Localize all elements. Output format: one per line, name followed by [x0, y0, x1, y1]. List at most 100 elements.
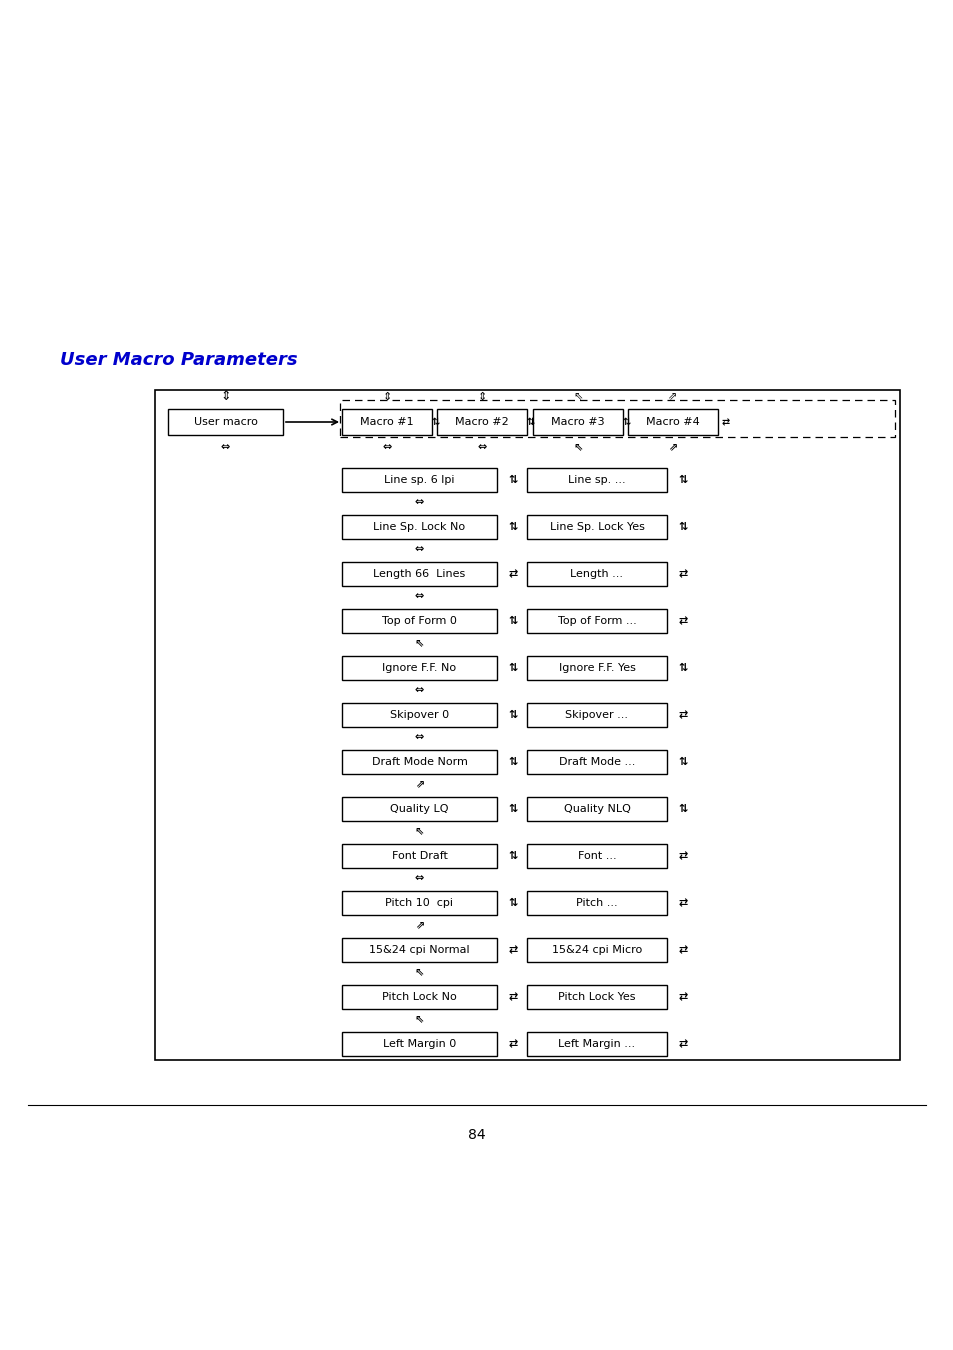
Text: Font Draft: Font Draft: [391, 850, 447, 861]
Text: ⇄: ⇄: [508, 568, 517, 579]
Text: Pitch Lock Yes: Pitch Lock Yes: [558, 992, 635, 1002]
Text: Line Sp. Lock Yes: Line Sp. Lock Yes: [549, 522, 644, 532]
Text: User Macro Parameters: User Macro Parameters: [60, 351, 297, 369]
Bar: [341, 409, 432, 435]
Text: ⇖: ⇖: [573, 392, 582, 402]
Text: ⇅: ⇅: [432, 417, 439, 427]
Bar: [341, 986, 497, 1008]
Text: ⇄: ⇄: [678, 992, 687, 1002]
Bar: [526, 891, 666, 915]
Text: Left Margin ...: Left Margin ...: [558, 1040, 635, 1049]
Text: Skipover 0: Skipover 0: [390, 710, 449, 720]
Text: Length ...: Length ...: [570, 568, 623, 579]
Text: ⇅: ⇅: [508, 522, 517, 532]
Text: Draft Mode Norm: Draft Mode Norm: [371, 757, 467, 767]
Bar: [341, 1031, 497, 1056]
Bar: [526, 1031, 666, 1056]
Text: ⇔: ⇔: [476, 441, 486, 452]
Bar: [436, 409, 526, 435]
Text: ⇖: ⇖: [415, 967, 424, 977]
Bar: [526, 609, 666, 633]
Bar: [154, 390, 899, 1060]
Text: ⇄: ⇄: [721, 417, 729, 427]
Text: ⇗: ⇗: [668, 392, 677, 402]
Bar: [341, 891, 497, 915]
Text: ⇄: ⇄: [678, 568, 687, 579]
Text: 15&24 cpi Micro: 15&24 cpi Micro: [551, 945, 641, 954]
Text: ⇅: ⇅: [678, 663, 687, 674]
Text: Line sp. ...: Line sp. ...: [568, 475, 625, 485]
Text: User macro: User macro: [193, 417, 257, 427]
Text: ⇖: ⇖: [415, 826, 424, 836]
Bar: [341, 468, 497, 491]
Text: Pitch 10  cpi: Pitch 10 cpi: [385, 898, 453, 909]
Text: Font ...: Font ...: [578, 850, 616, 861]
Text: ⇔: ⇔: [415, 732, 424, 742]
Text: ⇄: ⇄: [678, 945, 687, 954]
Text: ⇄: ⇄: [508, 945, 517, 954]
Text: ⇔: ⇔: [382, 441, 392, 452]
Bar: [341, 656, 497, 680]
Text: ⇄: ⇄: [508, 1040, 517, 1049]
Bar: [526, 656, 666, 680]
Text: ⇔: ⇔: [415, 497, 424, 508]
Bar: [339, 400, 894, 437]
Text: Line sp. 6 lpi: Line sp. 6 lpi: [384, 475, 455, 485]
Text: Pitch ...: Pitch ...: [576, 898, 618, 909]
Bar: [526, 703, 666, 728]
Text: ⇄: ⇄: [678, 710, 687, 720]
Bar: [526, 468, 666, 491]
Bar: [533, 409, 622, 435]
Text: 15&24 cpi Normal: 15&24 cpi Normal: [369, 945, 469, 954]
Text: ⇕: ⇕: [476, 392, 486, 402]
Text: Top of Form ...: Top of Form ...: [558, 616, 636, 626]
Text: ⇄: ⇄: [678, 850, 687, 861]
Text: Pitch Lock No: Pitch Lock No: [382, 992, 456, 1002]
Text: ⇔: ⇔: [415, 591, 424, 601]
Text: ⇅: ⇅: [508, 898, 517, 909]
Text: ⇗: ⇗: [415, 779, 424, 788]
Bar: [526, 986, 666, 1008]
Text: Quality NLQ: Quality NLQ: [563, 805, 630, 814]
Text: ⇔: ⇔: [220, 441, 230, 452]
Text: Macro #2: Macro #2: [455, 417, 508, 427]
Bar: [341, 609, 497, 633]
Text: ⇅: ⇅: [508, 475, 517, 485]
Text: 84: 84: [468, 1129, 485, 1142]
Bar: [627, 409, 718, 435]
Text: Line Sp. Lock No: Line Sp. Lock No: [373, 522, 465, 532]
Bar: [526, 844, 666, 868]
Text: ⇖: ⇖: [415, 639, 424, 648]
Text: Macro #1: Macro #1: [360, 417, 414, 427]
Bar: [526, 938, 666, 963]
Text: Length 66  Lines: Length 66 Lines: [373, 568, 465, 579]
Text: ⇔: ⇔: [415, 544, 424, 554]
Text: Quality LQ: Quality LQ: [390, 805, 448, 814]
Bar: [526, 796, 666, 821]
Text: ⇔: ⇔: [415, 684, 424, 695]
Bar: [341, 844, 497, 868]
Text: ⇄: ⇄: [678, 1040, 687, 1049]
Text: ⇗: ⇗: [668, 441, 677, 452]
Text: ⇅: ⇅: [678, 522, 687, 532]
Bar: [341, 796, 497, 821]
Text: ⇅: ⇅: [508, 663, 517, 674]
Text: ⇄: ⇄: [678, 616, 687, 626]
Text: Top of Form 0: Top of Form 0: [381, 616, 456, 626]
Text: ⇅: ⇅: [508, 805, 517, 814]
Text: Skipover ...: Skipover ...: [565, 710, 628, 720]
Text: Ignore F.F. Yes: Ignore F.F. Yes: [558, 663, 635, 674]
Text: ⇕: ⇕: [220, 390, 231, 404]
Text: ⇗: ⇗: [415, 919, 424, 930]
Text: ⇅: ⇅: [508, 757, 517, 767]
Bar: [526, 562, 666, 586]
Bar: [341, 562, 497, 586]
Bar: [341, 938, 497, 963]
Text: Ignore F.F. No: Ignore F.F. No: [382, 663, 456, 674]
Text: ⇖: ⇖: [415, 1014, 424, 1025]
Bar: [341, 703, 497, 728]
Text: Left Margin 0: Left Margin 0: [382, 1040, 456, 1049]
Text: ⇅: ⇅: [508, 850, 517, 861]
Text: ⇅: ⇅: [622, 417, 630, 427]
Text: ⇅: ⇅: [678, 757, 687, 767]
